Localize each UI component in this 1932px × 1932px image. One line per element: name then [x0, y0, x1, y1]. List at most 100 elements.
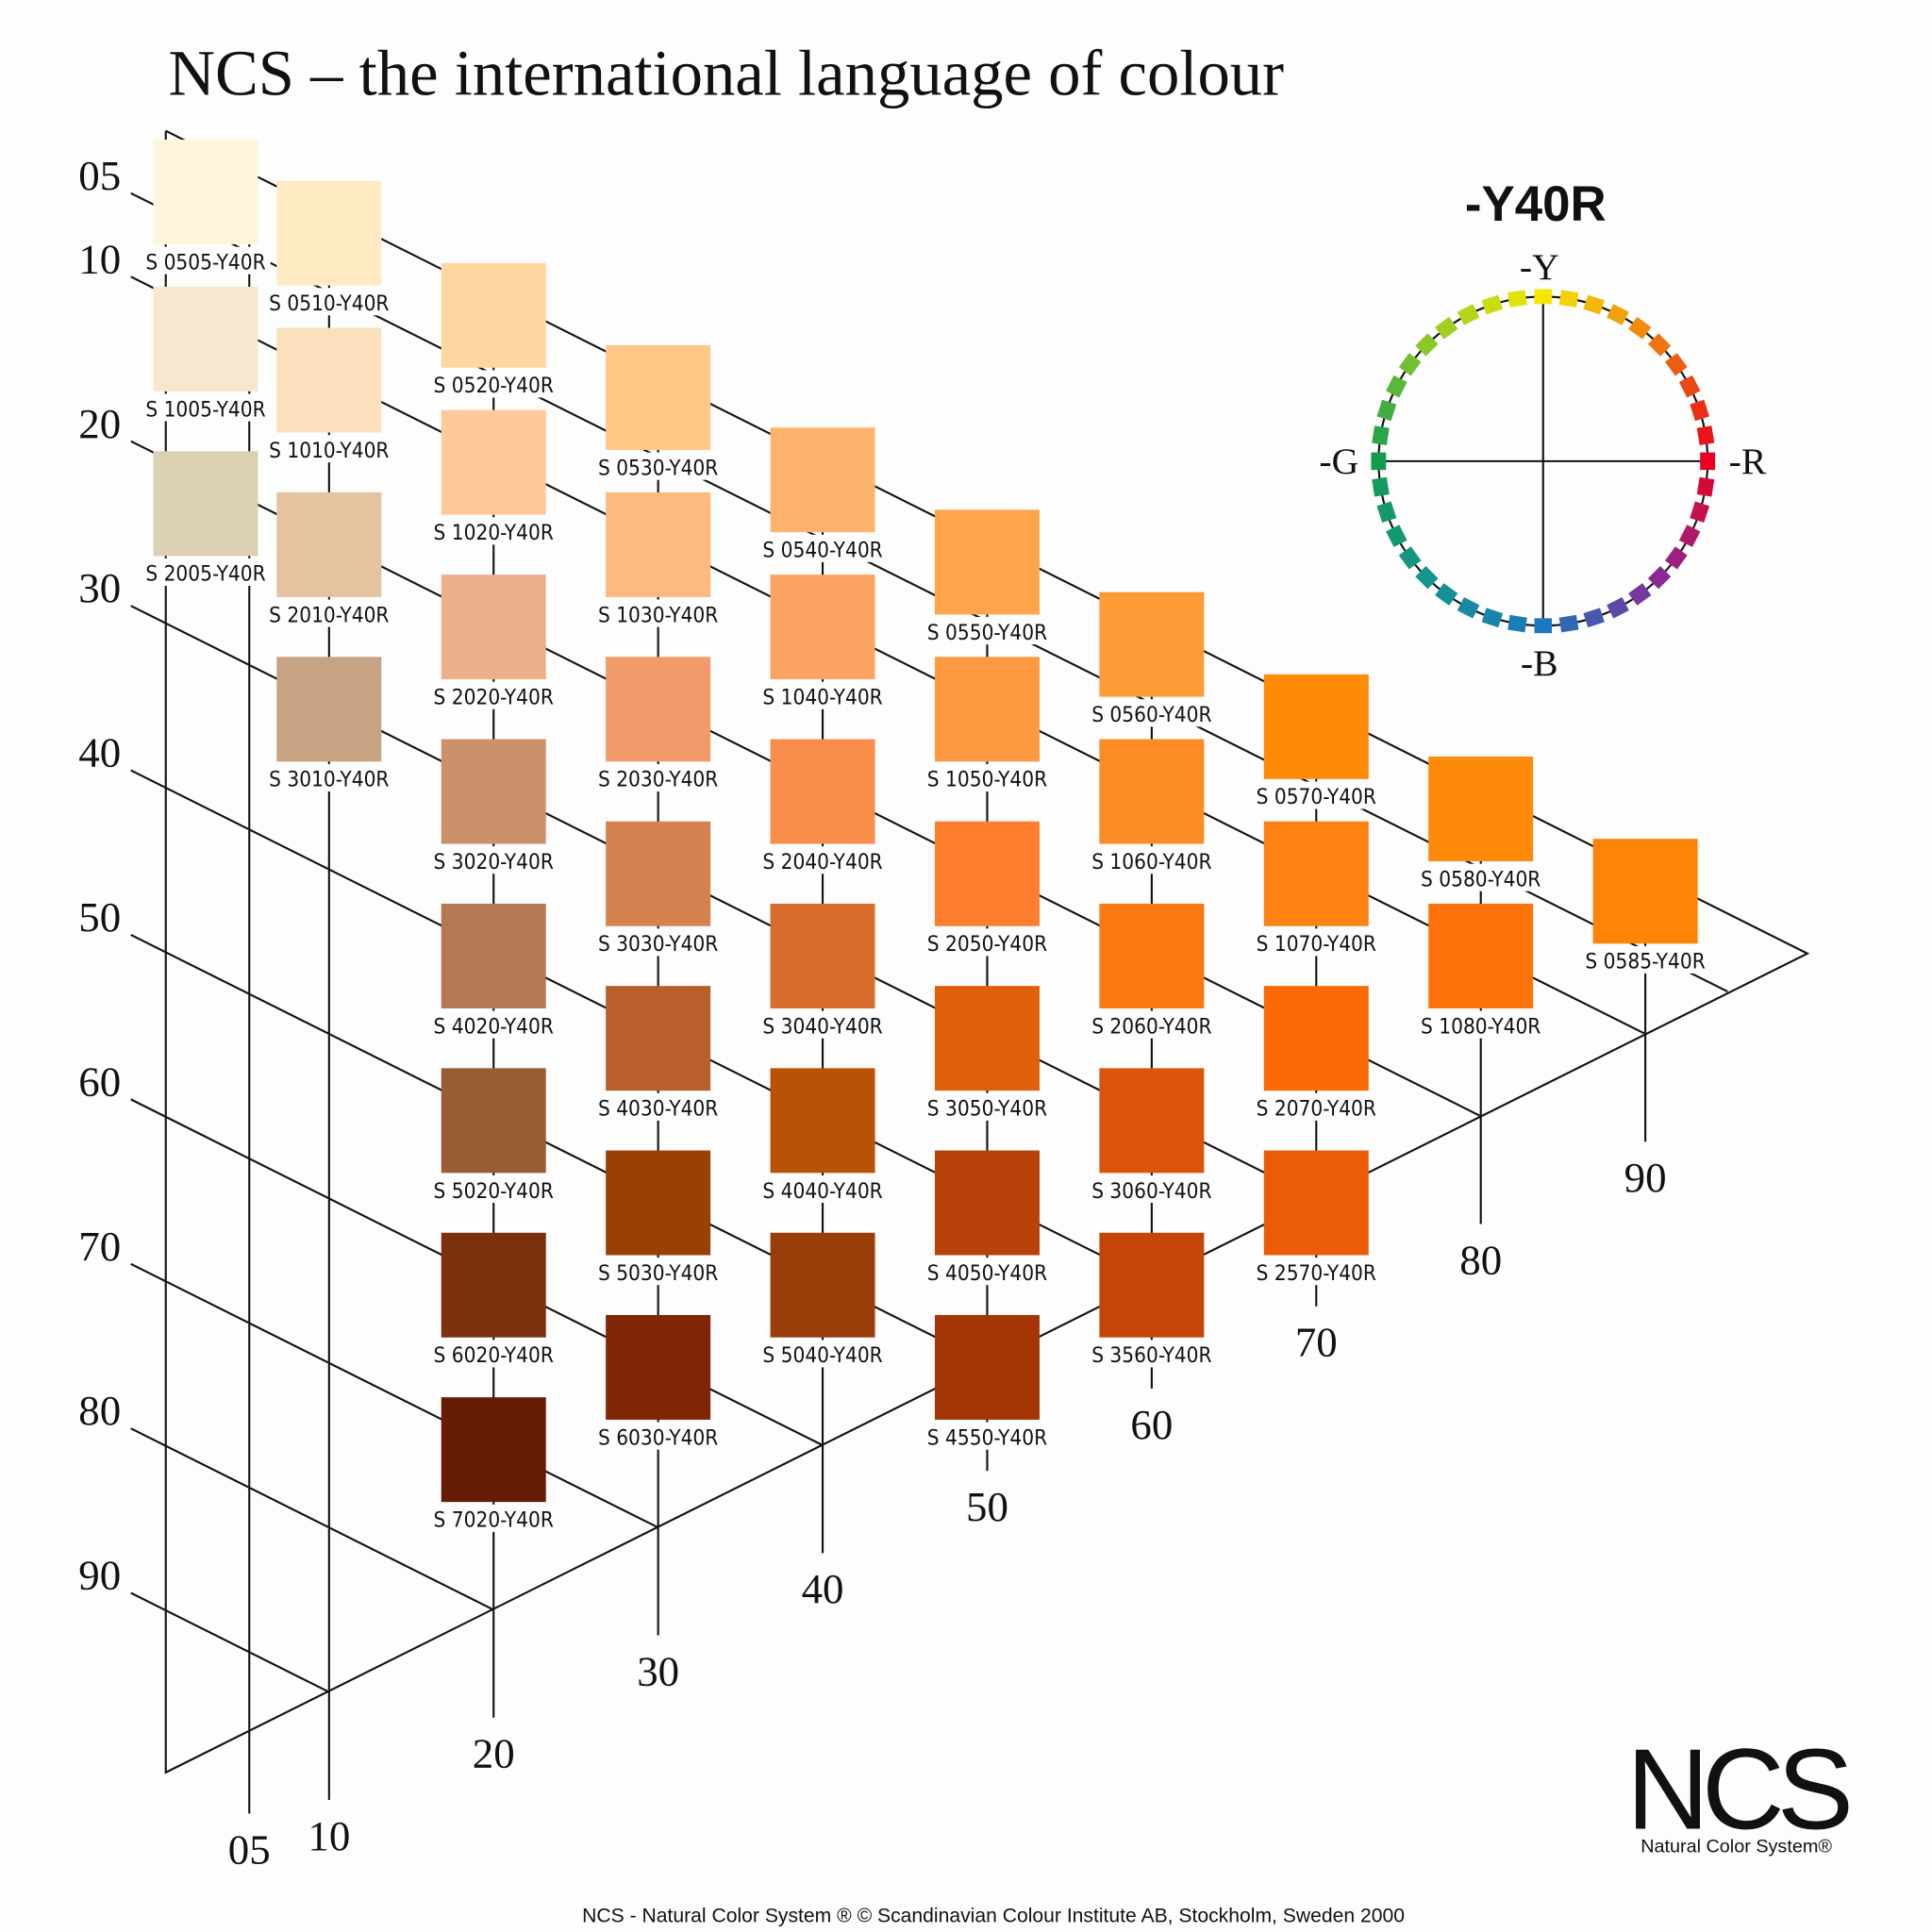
logo-tagline: Natural Color System® — [1641, 1836, 1832, 1857]
swatch — [441, 262, 546, 368]
blackness-label: 10 — [78, 235, 121, 282]
swatch — [934, 986, 1040, 1091]
swatch-label: S 4020-Y40R — [434, 1014, 554, 1039]
blackness-label: 30 — [78, 564, 121, 611]
chromaticness-label: 30 — [637, 1647, 679, 1694]
label-background — [922, 1092, 1053, 1121]
hue-title: -Y40R — [1465, 176, 1607, 232]
swatch-label: S 7020-Y40R — [434, 1508, 554, 1533]
blackness-label: 05 — [78, 152, 121, 199]
swatch-label: S 2070-Y40R — [1257, 1097, 1376, 1122]
swatch-label: S 0520-Y40R — [434, 374, 554, 398]
hue-label: -R — [1729, 441, 1767, 482]
swatch — [276, 657, 382, 762]
swatch — [1428, 903, 1534, 1008]
hue-square — [1678, 525, 1701, 547]
label-background — [922, 1422, 1053, 1450]
chromaticness-label: 90 — [1624, 1154, 1667, 1201]
blackness-label: 80 — [78, 1387, 121, 1434]
swatch-label: S 1050-Y40R — [927, 768, 1047, 792]
swatch — [1263, 1150, 1369, 1256]
swatch-label: S 1005-Y40R — [145, 397, 265, 422]
swatch-label: S 2060-Y40R — [1091, 1014, 1211, 1039]
swatch — [1263, 674, 1369, 779]
swatch-label: S 4040-Y40R — [762, 1179, 882, 1204]
swatch-label: S 5020-Y40R — [434, 1179, 554, 1204]
swatch-label: S 3060-Y40R — [1091, 1179, 1211, 1204]
label-background — [758, 1010, 888, 1039]
blackness-line — [130, 1427, 493, 1610]
swatch-label: S 2020-Y40R — [434, 686, 554, 710]
swatch-label: S 3050-Y40R — [927, 1097, 1047, 1122]
swatch — [770, 739, 875, 844]
swatch — [606, 491, 711, 597]
label-background — [428, 1340, 558, 1368]
swatch — [153, 139, 258, 244]
swatch-label: S 1030-Y40R — [598, 603, 718, 627]
hue-square — [1628, 316, 1652, 340]
swatch-label: S 3010-Y40R — [269, 768, 389, 792]
blackness-label: 90 — [78, 1552, 121, 1599]
hue-square — [1372, 476, 1390, 497]
hue-square — [1690, 399, 1710, 422]
swatch-label: S 0530-Y40R — [598, 456, 718, 480]
swatch — [934, 657, 1040, 762]
label-background — [592, 1422, 724, 1450]
hue-square — [1415, 566, 1439, 590]
label-background — [1251, 928, 1381, 957]
swatch-label: S 2030-Y40R — [598, 768, 718, 792]
hue-square — [1558, 290, 1579, 308]
logo-mark: NCS — [1626, 1724, 1849, 1853]
label-background — [1415, 863, 1546, 891]
label-background — [141, 246, 271, 275]
swatch — [1263, 821, 1369, 926]
label-background — [922, 1257, 1053, 1286]
blackness-label: 50 — [78, 893, 121, 941]
hue-square — [1696, 476, 1715, 497]
label-background — [1087, 1010, 1217, 1039]
blackness-label: 70 — [78, 1223, 121, 1270]
hue-square — [1457, 304, 1480, 325]
hue-square — [1665, 353, 1688, 376]
label-background — [264, 763, 394, 792]
label-background — [428, 846, 558, 874]
label-background — [592, 1257, 724, 1286]
hue-square — [1371, 452, 1387, 471]
chromaticness-label: 05 — [228, 1825, 271, 1873]
swatch — [770, 1068, 875, 1174]
label-background — [758, 846, 888, 874]
hue-square — [1607, 304, 1629, 325]
swatch — [153, 451, 258, 557]
hue-square — [1435, 316, 1458, 340]
swatch-label: S 0550-Y40R — [927, 621, 1047, 645]
label-background — [1087, 1340, 1217, 1368]
label-background — [428, 517, 558, 545]
hue-square — [1457, 597, 1480, 619]
label-background — [264, 288, 394, 316]
swatch-label: S 6030-Y40R — [598, 1425, 718, 1450]
hue-square — [1372, 425, 1390, 445]
hue-square — [1607, 597, 1629, 619]
hue-square — [1558, 614, 1579, 633]
hue-label: -Y — [1520, 246, 1559, 288]
hue-square — [1507, 614, 1527, 633]
label-background — [922, 617, 1053, 645]
hue-square — [1696, 425, 1715, 445]
hue-square — [1647, 333, 1672, 357]
swatch-label: S 1040-Y40R — [762, 686, 882, 710]
label-background — [1251, 781, 1381, 809]
hue-circle: -Y40R -Y -R -G -B — [1319, 176, 1766, 684]
swatch-label: S 0540-Y40R — [762, 539, 882, 563]
swatch-label: S 3040-Y40R — [762, 1014, 882, 1039]
blackness-line — [130, 1262, 658, 1528]
swatch — [441, 1397, 546, 1503]
swatch-label: S 1010-Y40R — [269, 439, 389, 463]
swatch — [1592, 839, 1698, 944]
swatch — [1263, 986, 1369, 1091]
swatch — [441, 1232, 546, 1338]
label-background — [1251, 1257, 1381, 1286]
swatch — [606, 657, 711, 762]
swatch-label: S 6020-Y40R — [434, 1343, 554, 1368]
